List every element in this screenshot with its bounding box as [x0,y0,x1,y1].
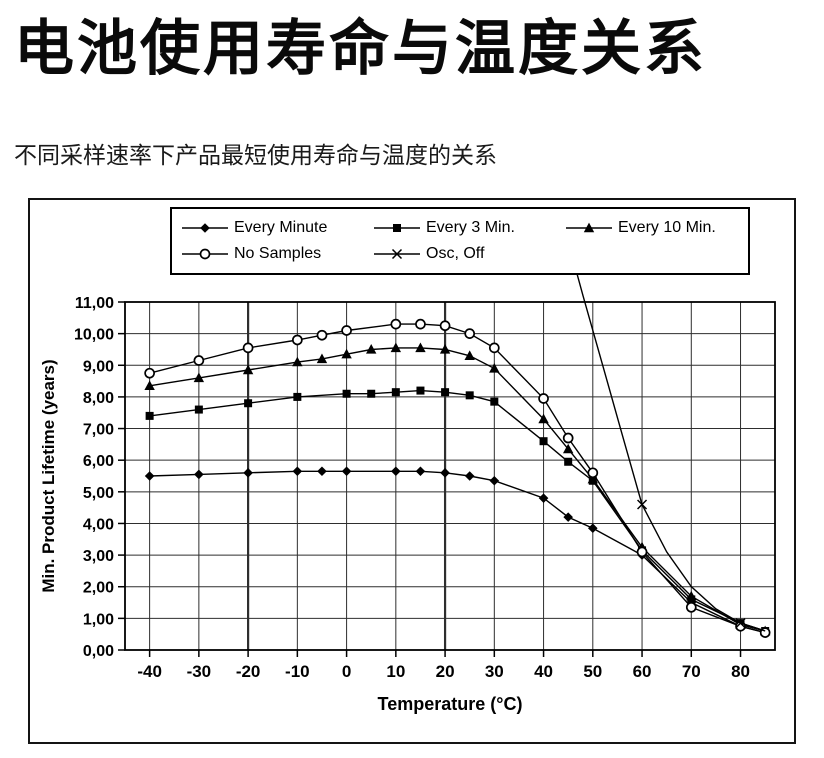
x-tick-label: 30 [485,662,504,681]
legend-item: Every 3 Min. [374,218,564,238]
y-tick-label: 8,00 [83,390,114,407]
y-tick-label: 2,00 [83,580,114,597]
legend-item-label: Every Minute [234,219,328,236]
x-tick-label: -10 [285,662,310,681]
legend-item: Osc, Off [374,244,564,264]
y-tick-label: 0,00 [83,643,114,660]
y-tick-label: 7,00 [83,422,114,439]
x-axis-title: Temperature (°C) [378,694,523,714]
y-tick-label: 6,00 [83,453,114,470]
x-tick-label: 60 [633,662,652,681]
circle-open-marker-icon [182,248,228,260]
x-tick-label: 70 [682,662,701,681]
diamond-marker-icon [182,223,228,233]
plot-frame [124,301,776,651]
y-tick-label: 9,00 [83,358,114,375]
y-tick-label: 4,00 [83,516,114,533]
y-tick-label: 11,00 [75,295,114,312]
triangle-marker-icon [566,222,612,233]
x-tick-label: 20 [436,662,455,681]
y-axis-title: Min. Product Lifetime (years) [39,359,58,592]
y-tick-label: 5,00 [83,485,114,502]
legend-item: No Samples [182,244,372,264]
x-tick-label: 80 [731,662,750,681]
y-tick-label: 3,00 [83,548,114,565]
y-tick-label: 10,00 [74,327,114,344]
chart-panel: Every Minute Every 3 Min. Every 10 Min. No … [28,198,796,744]
axes: -40 -30 -20 -10 0 10 20 30 40 50 60 70 80 0,00 1,00 2,0… [39,295,750,714]
chart-svg: -40 -30 -20 -10 0 10 20 30 40 50 60 70 80 0,00 1,00 2,0… [39,232,776,714]
page-subtitle: 不同采样速率下产品最短使用寿命与温度的关系 [14,142,497,168]
y-tick-label: 1,00 [83,611,114,628]
legend-item-label: Every 3 Min. [426,219,515,236]
series-no-samples [144,318,771,638]
page-title: 电池使用寿命与温度关系 [14,15,707,82]
legend-item: Every 10 Min. [566,218,738,238]
x-tick-label: 0 [342,662,351,681]
x-tick-label: -30 [187,662,212,681]
x-tick-label: -20 [236,662,261,681]
x-marker-icon [374,248,420,260]
x-tick-label: -40 [137,662,162,681]
legend-item-label: No Samples [234,245,322,262]
chart-legend: Every Minute Every 3 Min. Every 10 Min. No … [170,207,750,275]
x-tick-label: 50 [583,662,602,681]
legend-item: Every Minute [182,218,372,238]
legend-item-label: Every 10 Min. [618,219,716,236]
legend-item-label: Osc, Off [426,245,485,262]
square-marker-icon [374,224,420,232]
series-osc-off [565,232,766,632]
series-every-3-min- [145,386,770,636]
x-tick-label: 10 [386,662,405,681]
x-tick-label: 40 [534,662,553,681]
